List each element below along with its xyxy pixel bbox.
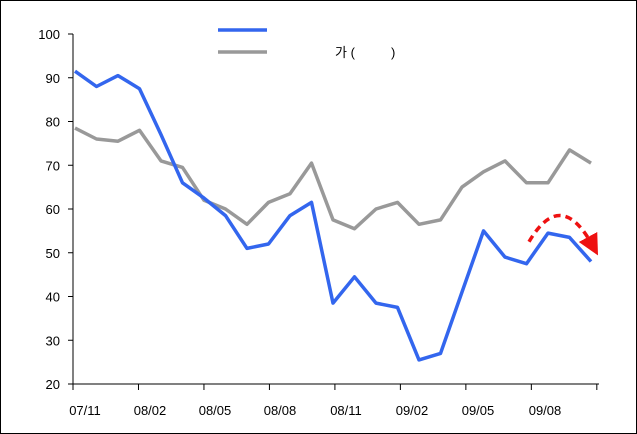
x-tick-label: 08/08 xyxy=(264,403,297,418)
x-tick-label: 07/11 xyxy=(69,403,101,418)
x-tick-label: 09/02 xyxy=(396,403,429,418)
y-tick-label: 80 xyxy=(46,115,60,130)
series-line-1 xyxy=(73,69,593,362)
x-tick-label: 09/05 xyxy=(462,403,495,418)
x-tick-label: 08/02 xyxy=(134,403,167,418)
annotation-arrow xyxy=(527,213,599,256)
legend-label-series-2: 가 ( ) xyxy=(335,45,395,60)
y-tick-label: 50 xyxy=(46,246,60,261)
y-tick-label: 20 xyxy=(46,377,60,392)
y-tick-label: 30 xyxy=(46,333,60,348)
y-tick-label: 40 xyxy=(46,290,60,305)
y-tick-label: 70 xyxy=(46,158,60,173)
annotation-layer xyxy=(527,213,599,256)
x-tick-label: 09/08 xyxy=(529,403,562,418)
series-layer xyxy=(73,69,593,362)
y-tick-label: 60 xyxy=(46,202,60,217)
x-tick-label: 08/11 xyxy=(330,403,362,418)
x-tick-label: 08/05 xyxy=(199,403,232,418)
y-tick-label: 90 xyxy=(46,71,60,86)
y-tick-label: 100 xyxy=(38,27,60,42)
series-line-2 xyxy=(74,126,592,231)
axes: 20 30 40 50 60 70 80 90 100 07/11 08/02 08/05 08/08 0… xyxy=(38,27,599,418)
legend: 가 ( ) xyxy=(218,28,395,60)
